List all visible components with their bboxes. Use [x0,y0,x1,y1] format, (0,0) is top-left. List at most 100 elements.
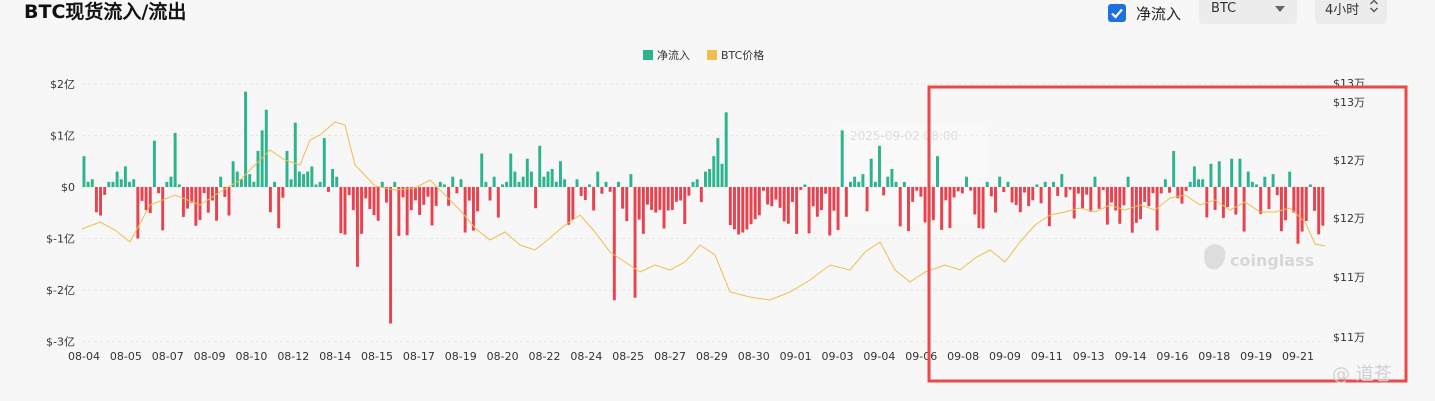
inflow-bar [1035,184,1039,187]
inflow-bar [231,161,235,187]
outflow-bar [277,187,281,229]
outflow-bar [1279,187,1283,232]
outflow-bar [140,187,144,201]
inflow-bar [1043,181,1047,187]
inflow-bar [616,181,620,187]
outflow-bar [161,187,165,231]
tooltip-ghost-text: 2025-09-02 08:00 [850,129,958,143]
outflow-bar [1139,187,1142,220]
outflow-bar [430,187,434,226]
x-tick-label: 09-19 [1240,350,1272,363]
outflow-bar [994,187,997,213]
inflow-bar [538,145,542,187]
x-tick-label: 08-14 [319,350,351,363]
outflow-bar [1176,187,1180,199]
outflow-bar [645,187,649,205]
outflow-bar [969,187,973,191]
outflow-bar [364,187,368,199]
outflow-bar [368,187,372,210]
outflow-bar [447,187,451,206]
inflow-bar [90,179,94,187]
highlight-box [927,85,1408,383]
x-tick-label: 08-05 [110,350,142,363]
inflow-bar [529,171,533,187]
inflow-bar [331,168,335,187]
outflow-bar [1134,187,1138,223]
inflow-bar [289,179,293,187]
inflow-bar [886,176,890,187]
outflow-bar [973,187,977,215]
outflow-bar [1284,187,1288,221]
up-down-chevron-icon [1369,0,1379,17]
inflow-bar [173,132,177,187]
outflow-bar [1292,187,1296,213]
x-tick-label: 09-09 [989,350,1021,363]
inflow-bar [165,181,169,187]
inflow-bar [878,145,881,187]
outflow-bar [641,187,645,234]
interval-select-value: 4小时 [1325,2,1360,18]
outflow-bar [1114,187,1118,211]
x-tick-label: 09-21 [1282,350,1314,363]
outflow-bar [637,187,641,220]
outflow-bar [1321,187,1325,226]
interval-select[interactable]: 4小时 [1315,0,1387,24]
outflow-bar [836,187,840,231]
inflow-bar [712,156,716,187]
inflow-bar [235,171,239,187]
outflow-bar [1221,187,1225,218]
inflow-bar [521,176,525,187]
outflow-bar [389,187,393,324]
toolbar: 净流入 BTC 4小时 [1107,0,1387,26]
outflow-bar [1313,187,1317,211]
page-title: BTC现货流入/流出 [24,1,187,23]
outflow-bar [434,187,438,206]
outflow-bar [1213,187,1217,210]
inflow-bar [306,171,310,187]
net-flow-checkbox[interactable]: 净流入 [1107,3,1181,24]
outflow-bar [621,187,625,209]
outflow-bar [409,187,413,211]
inflow-bar [500,184,504,187]
outflow-bar [583,187,587,200]
outflow-bar [144,187,148,211]
inflow-bar [513,171,517,187]
outflow-bar [1300,187,1304,232]
inflow-bar [1192,166,1196,187]
outflow-bar [1081,187,1084,209]
outflow-bar [815,187,819,217]
inflow-bar [873,181,877,187]
outflow-bar [658,187,662,210]
outflow-bar [666,187,670,211]
outflow-bar [1304,187,1308,221]
outflow-bar [770,187,774,207]
inflow-bar [849,181,852,187]
outflow-bar [210,187,214,201]
outflow-bar [376,187,380,221]
outflow-bar [1242,187,1246,232]
asset-select[interactable]: BTC [1199,0,1297,24]
inflow-bar [1163,179,1167,187]
inflow-bar [1217,161,1221,187]
outflow-bar [977,187,981,229]
inflow-bar [546,171,550,187]
inflow-bar [587,184,591,187]
outflow-bar [190,187,194,203]
outflow-bar [799,187,803,190]
outflow-bar [401,187,405,198]
y-right-tick-label: $13万 [1333,96,1365,109]
outflow-bar [1226,187,1230,208]
inflow-bar [322,138,326,187]
outflow-bar [1147,187,1151,207]
inflow-bar [550,168,554,187]
outflow-bar [397,187,401,236]
inflow-bar [1060,174,1064,187]
outflow-bar [227,187,231,216]
checkbox-checked-icon[interactable] [1107,4,1126,22]
outflow-bar [948,187,952,229]
outflow-bar [828,187,832,236]
inflow-bar [803,184,807,187]
outflow-bar [824,187,828,194]
inflow-bar [380,181,384,187]
outflow-bar [898,187,902,227]
